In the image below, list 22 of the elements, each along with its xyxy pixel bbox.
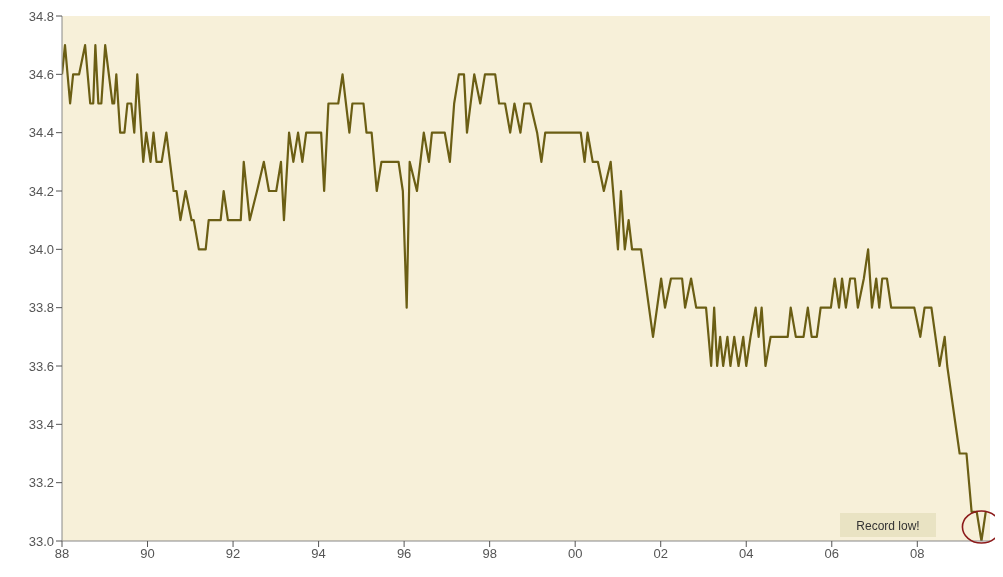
y-tick-label: 34.0 — [28, 241, 54, 257]
x-tick-label: 96 — [396, 546, 412, 562]
x-tick-label: 04 — [739, 546, 754, 562]
annotation: Record low! — [856, 519, 920, 533]
x-tick-label: 08 — [910, 546, 925, 562]
y-tick-label: 33.2 — [28, 475, 54, 491]
x-tick-label: 98 — [482, 546, 497, 562]
x-tick-label: 94 — [311, 546, 326, 562]
y-tick-label: 33.8 — [28, 300, 54, 316]
x-tick-label: 06 — [824, 546, 839, 562]
y-tick-label: 34.8 — [28, 8, 54, 24]
y-tick-label: 33.6 — [28, 358, 54, 374]
y-tick-label: 34.2 — [28, 183, 54, 199]
x-tick-label: 90 — [140, 546, 155, 562]
x-tick-label: 02 — [653, 546, 668, 562]
y-tick-label: 33.0 — [28, 533, 54, 549]
x-tick-label: 92 — [225, 546, 241, 562]
y-tick-label: 34.4 — [28, 125, 54, 141]
y-tick-label: 34.6 — [28, 66, 54, 82]
x-tick-label: 88 — [54, 546, 70, 562]
y-tick-label: 33.4 — [28, 416, 54, 432]
x-tick-label: 00 — [567, 546, 583, 562]
